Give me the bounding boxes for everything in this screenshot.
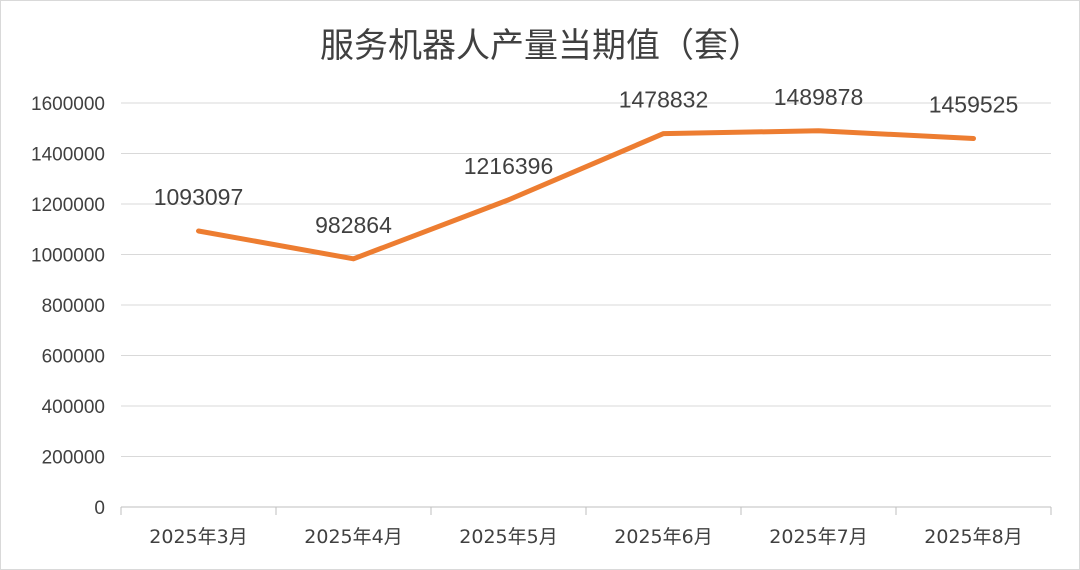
series-line	[196, 128, 976, 262]
chart-title: 服务机器人产量当期值（套）	[320, 26, 762, 66]
x-tick-label: 2025年3月	[149, 526, 247, 548]
series-polyline	[196, 128, 976, 262]
data-label: 1478832	[619, 87, 709, 113]
y-tick-label: 1200000	[31, 195, 105, 216]
data-label: 1459525	[929, 91, 1019, 117]
data-label: 982864	[315, 212, 392, 238]
y-axis: 0 200000 400000 600000 800000 1000000 1200000 1…	[31, 94, 105, 519]
data-label: 1093097	[154, 184, 244, 210]
x-tick-label: 2025年7月	[769, 526, 867, 548]
x-tick-label: 2025年5月	[459, 526, 557, 548]
data-label: 1216396	[464, 153, 554, 179]
y-tick-label: 600000	[42, 347, 105, 368]
x-axis: 2025年3月 2025年4月 2025年5月 2025年6月 2025年7月 2025年…	[120, 506, 1052, 548]
x-tick-label: 2025年8月	[924, 526, 1022, 548]
x-tick-label: 2025年6月	[614, 526, 712, 548]
y-tick-label: 1000000	[31, 246, 105, 267]
x-tick-label: 2025年4月	[304, 526, 402, 548]
y-tick-label: 0	[94, 498, 105, 519]
y-tick-label: 1600000	[31, 94, 105, 115]
data-labels: 1093097 982864 1216396 1478832 1489878 145952…	[154, 84, 1019, 238]
y-tick-label: 200000	[42, 448, 105, 469]
gridlines	[121, 102, 1051, 457]
y-tick-label: 1400000	[31, 145, 105, 166]
y-tick-label: 400000	[42, 397, 105, 418]
y-tick-label: 800000	[42, 296, 105, 317]
data-label: 1489878	[774, 84, 864, 110]
